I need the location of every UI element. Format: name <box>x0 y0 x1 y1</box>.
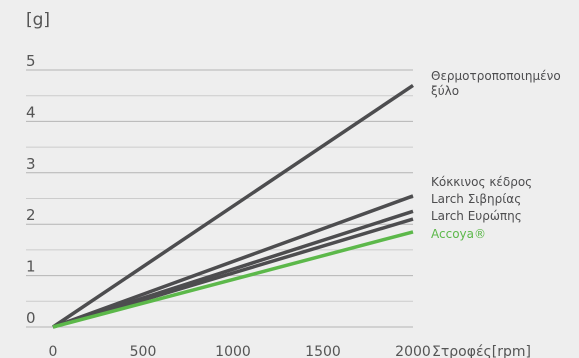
x-tick-label: 1000 <box>215 344 251 358</box>
x-tick-label: 500 <box>130 344 157 358</box>
y-axis-label: [g] <box>26 10 50 30</box>
y-tick-label: 2 <box>26 206 36 224</box>
legend-label: Accoya® <box>431 227 486 241</box>
y-tick-label: 5 <box>26 52 36 70</box>
x-axis-label: Στροφές[rpm] <box>432 344 531 358</box>
y-tick-label: 4 <box>26 103 36 121</box>
tick-labels: 0 1 2 3 4 5 0 500 1000 1500 2000 <box>26 52 431 358</box>
legend-label: Θερμοτροποποιημένο <box>431 69 561 83</box>
legend-label: Larch Ευρώπης <box>431 209 522 223</box>
series-line <box>52 194 414 329</box>
series-line <box>52 230 414 329</box>
grid-lines <box>26 69 413 328</box>
series-line <box>52 83 414 329</box>
x-tick-label: 2000 <box>395 344 431 358</box>
legend-label: ξύλο <box>431 84 459 98</box>
x-tick-label: 0 <box>49 344 58 358</box>
legend-label: Κόκκινος κέδρος <box>431 175 532 189</box>
x-tick-label: 1500 <box>305 344 341 358</box>
y-tick-label: 3 <box>26 155 36 173</box>
y-tick-label: 1 <box>26 258 36 276</box>
legend-label: Larch Σιβηρίας <box>431 192 521 206</box>
series-lines <box>52 83 414 329</box>
series-line <box>52 217 414 329</box>
y-tick-label: 0 <box>26 309 36 327</box>
